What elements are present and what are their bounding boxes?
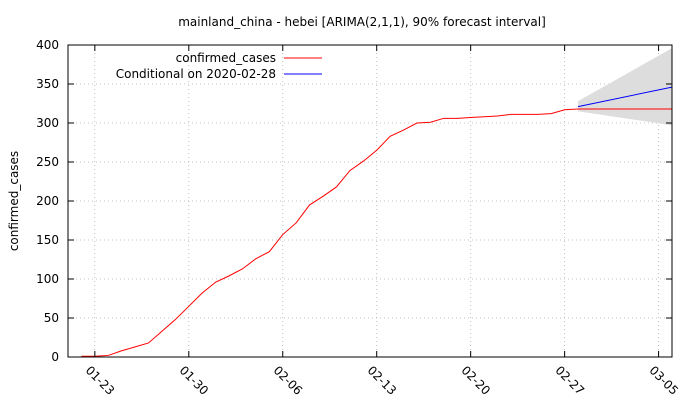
series-line-confirmed-cases	[81, 108, 672, 357]
legend-label-conditional: Conditional on 2020-02-28	[116, 67, 276, 81]
y-tick-label: 100	[36, 272, 59, 286]
plot-border	[67, 44, 673, 358]
y-tick-label: 350	[36, 77, 59, 91]
x-tick-label: 01-23	[83, 363, 118, 398]
series-line-conditional-forecast	[577, 86, 673, 108]
y-tick-label: 400	[36, 38, 59, 52]
x-tick-label: 02-13	[365, 363, 400, 398]
y-tick-label: 300	[36, 116, 59, 130]
y-axis: 0 50 100 150 200 250 300 350 400	[36, 38, 672, 364]
y-tick-label: 0	[51, 350, 59, 364]
x-tick-label: 02-20	[459, 363, 494, 398]
forecast-interval-band	[578, 48, 672, 126]
y-tick-label: 50	[44, 311, 59, 325]
forecast-interval-layer	[578, 48, 672, 126]
grid-lines	[68, 45, 672, 357]
x-tick-label: 02-06	[271, 363, 306, 398]
y-tick-label: 200	[36, 194, 59, 208]
x-tick-label: 03-05	[646, 363, 680, 398]
x-tick-label: 01-30	[177, 363, 212, 398]
y-axis-label: confirmed_cases	[7, 151, 21, 251]
series-layer	[81, 86, 673, 357]
y-tick-label: 250	[36, 155, 59, 169]
chart-title: mainland_china - hebei [ARIMA(2,1,1), 90…	[178, 15, 546, 29]
legend-label-confirmed: confirmed_cases	[176, 51, 276, 65]
x-tick-label: 02-27	[553, 363, 588, 398]
y-tick-label: 150	[36, 233, 59, 247]
legend: confirmed_cases Conditional on 2020-02-2…	[116, 51, 322, 81]
